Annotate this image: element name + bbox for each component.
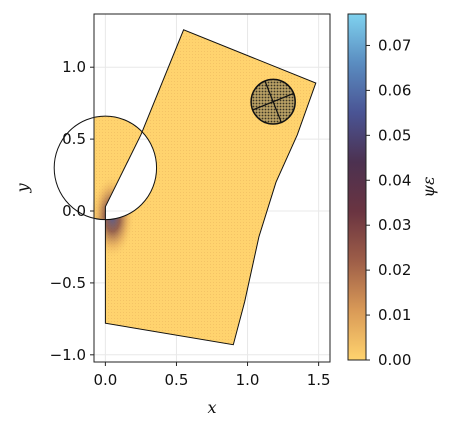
colorbar-gradient [347, 13, 367, 361]
colorbar-tick-label: 0.06 [378, 81, 411, 99]
y-axis-ticks: −1.0 −0.5 0.0 0.5 1.0 [50, 58, 94, 364]
inclusion [250, 78, 296, 125]
inclusion-cross-line [264, 80, 282, 123]
field-hotspot [90, 174, 135, 259]
colorbar-tick-label: 0.01 [378, 306, 411, 324]
y-axis-label: y [13, 183, 32, 194]
colorbar-tick-label: 0.04 [378, 171, 411, 189]
colorbar-tick-label: 0.03 [378, 216, 411, 234]
x-axis-label: x [207, 398, 216, 417]
y-tick-label: 0.0 [62, 202, 86, 220]
axes-frame [93, 13, 331, 363]
y-tick-label: 0.5 [62, 130, 86, 148]
x-tick-label: 0.5 [165, 371, 189, 389]
colorbar-tick-label: 0.07 [378, 36, 411, 54]
plot-area [53, 29, 317, 346]
x-tick-label: 1.5 [307, 371, 331, 389]
y-tick-label: −1.0 [50, 346, 86, 364]
colorbar-tick-label: 0.05 [378, 126, 411, 144]
field-texture [94, 29, 316, 345]
colorbar-label: ψε [419, 176, 438, 197]
x-axis-ticks: 0.0 0.5 1.0 1.5 [93, 362, 331, 389]
x-tick-label: 1.0 [236, 371, 260, 389]
colorbar-tick-label: 0.02 [378, 261, 411, 279]
field-body [90, 29, 316, 345]
x-tick-label: 0.0 [93, 371, 117, 389]
y-tick-label: −0.5 [50, 274, 86, 292]
y-tick-label: 1.0 [62, 58, 86, 76]
colorbar: 0.00 0.01 0.02 0.03 0.04 0.05 0.06 0.07 ψε [347, 13, 438, 369]
domain-outline [53, 29, 317, 346]
colorbar-tick-label: 0.00 [378, 351, 411, 369]
